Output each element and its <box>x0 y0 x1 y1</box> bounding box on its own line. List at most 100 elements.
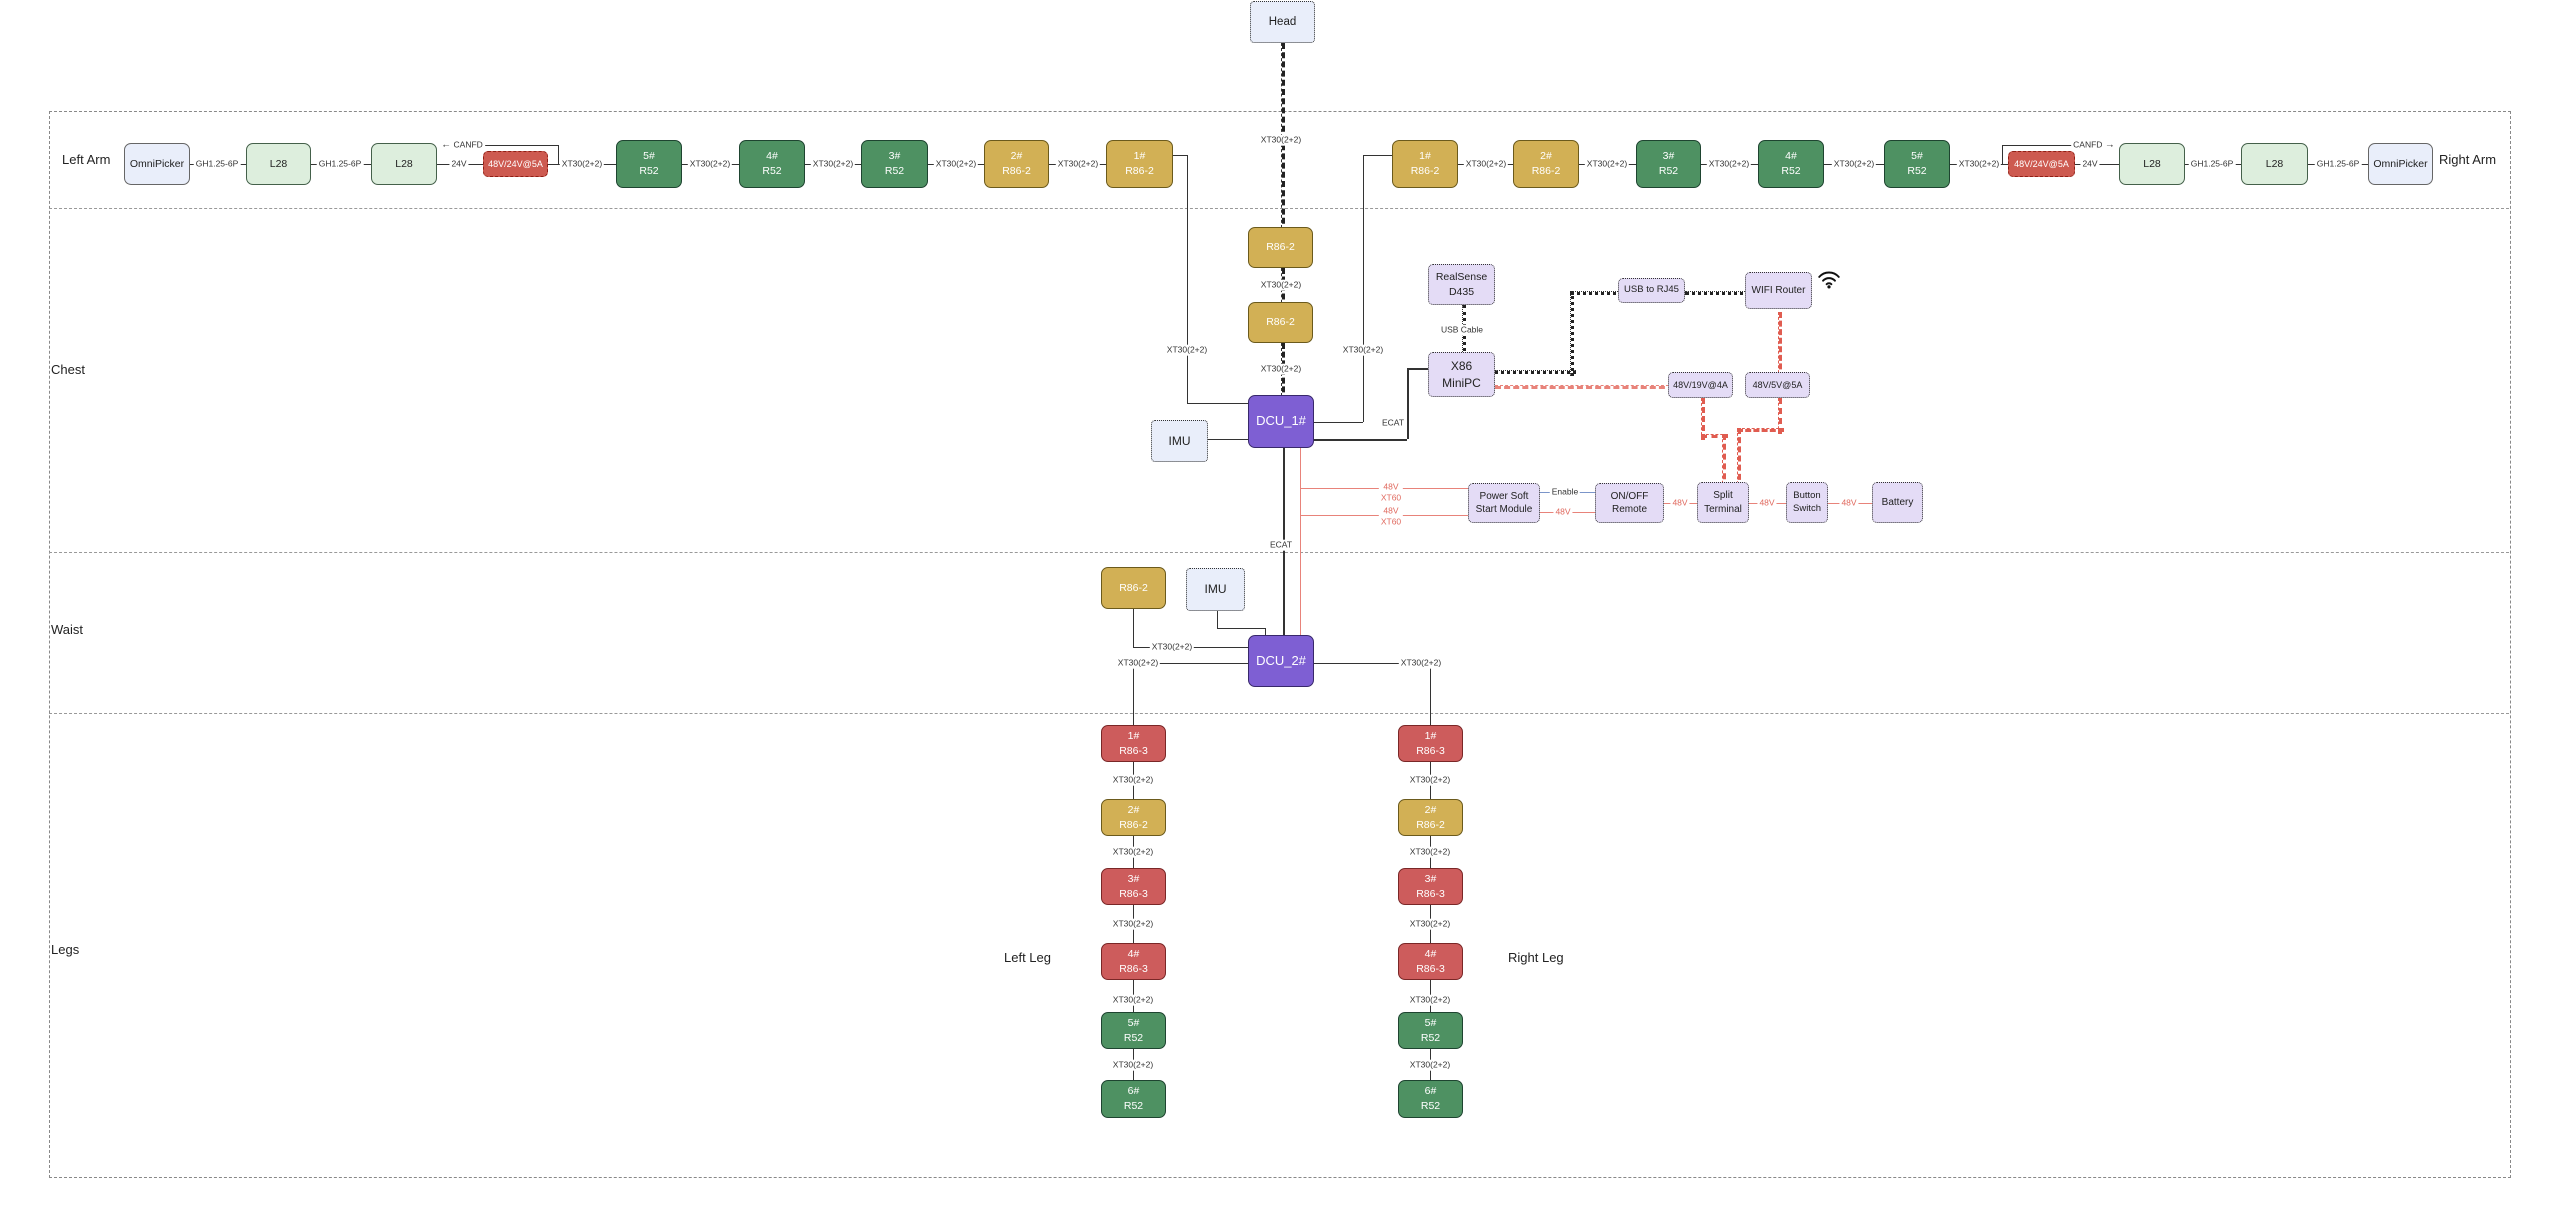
node-right-leg-motor-6: 6# R52 <box>1398 1080 1463 1118</box>
connector-label-xt30: XT30(2+2) <box>1258 363 1304 375</box>
edge-right-arm-to-dcu1 <box>1313 422 1363 423</box>
node-right-leg-motor-5: 5# R52 <box>1398 1012 1463 1049</box>
connector-label-48v-xt60: 48V XT60 <box>1378 505 1404 527</box>
connector-label-ecat: ECAT <box>1379 417 1407 429</box>
node-left-leg-motor-3: 3# R86-3 <box>1101 868 1166 905</box>
section-label-left-arm: Left Arm <box>62 152 111 167</box>
node-converter-right-arm: 48V/24V@5A <box>2008 151 2075 177</box>
node-split-terminal: Split Terminal <box>1697 482 1749 523</box>
node-right-leg-motor-1: 1# R86-3 <box>1398 725 1463 762</box>
node-right-arm-motor-2: 2# R86-2 <box>1513 140 1579 188</box>
connector-label-xt30: XT30(2+2) <box>1055 158 1101 170</box>
section-label-waist: Waist <box>51 622 84 637</box>
node-right-leg-motor-3: 3# R86-3 <box>1398 868 1463 905</box>
section-label-right-arm: Right Arm <box>2439 152 2497 167</box>
edge-x86-usbrj45 <box>1570 291 1574 376</box>
label-right-leg: Right Leg <box>1508 950 1564 965</box>
connector-label-xt30: XT30(2+2) <box>1407 774 1453 786</box>
node-left-leg-motor-2: 2# R86-2 <box>1101 799 1166 836</box>
node-chest-r86-1: R86-2 <box>1248 227 1313 268</box>
divider-waist-legs <box>49 713 2509 714</box>
node-left-arm-motor-5: 5# R52 <box>616 140 682 188</box>
node-left-arm-motor-1: 1# R86-2 <box>1106 140 1173 188</box>
node-converter-left-arm: 48V/24V@5A <box>483 151 548 177</box>
connector-label-xt30: XT30(2+2) <box>1407 918 1453 930</box>
divider-chest-waist <box>49 552 2509 553</box>
connector-label-xt30: XT30(2+2) <box>933 158 979 170</box>
connector-label-48v: 48V <box>1553 506 1573 518</box>
node-power-soft-start-module: Power Soft Start Module <box>1468 483 1540 523</box>
edge-usbrj45-wifi <box>1685 291 1751 295</box>
node-chest-r86-2: R86-2 <box>1248 302 1313 343</box>
node-l28-right-2: L28 <box>2241 143 2308 185</box>
node-right-leg-motor-2: 2# R86-2 <box>1398 799 1463 836</box>
diagram-outer-border <box>49 111 2511 1178</box>
connector-label-xt30: XT30(2+2) <box>1115 657 1161 669</box>
section-label-legs: Legs <box>51 942 80 957</box>
connector-label-xt30: XT30(2+2) <box>1110 774 1156 786</box>
section-label-chest: Chest <box>51 362 85 377</box>
edge-conv19-split <box>1722 434 1726 489</box>
connector-label-xt30: XT30(2+2) <box>1706 158 1752 170</box>
connector-label-xt30: XT30(2+2) <box>1340 344 1386 356</box>
connector-label-xt30: XT30(2+2) <box>1463 158 1509 170</box>
node-converter-48v-19v: 48V/19V@4A <box>1668 372 1733 398</box>
edge-dcu2-right-leg <box>1430 663 1431 725</box>
edge-ecat-dcu1-x86 <box>1407 368 1409 439</box>
connector-label-canfd: CANFD → <box>2071 139 2117 151</box>
canfd-arrow-right-icon: → <box>2104 139 2115 151</box>
connector-label-48v-xt60: 48V XT60 <box>1378 481 1404 503</box>
edge-conv5-split <box>1737 428 1784 432</box>
edge-conv5-split <box>1778 398 1782 434</box>
connector-label-ecat: ECAT <box>1267 539 1295 551</box>
edge-waist-imu-dcu2 <box>1265 628 1266 635</box>
connector-label-gh: GH1.25-6P <box>2314 158 2362 170</box>
node-left-arm-motor-2: 2# R86-2 <box>984 140 1049 188</box>
connector-label-usb-cable: USB Cable <box>1438 324 1486 336</box>
node-l28-right-1: L28 <box>2119 143 2185 185</box>
connector-label-xt30: XT30(2+2) <box>1110 846 1156 858</box>
edge-48v-dcu1-dcu2 <box>1300 448 1301 635</box>
edge-x86-usbrj45 <box>1495 370 1576 374</box>
connector-label-xt30: XT30(2+2) <box>810 158 856 170</box>
edge-left-arm-to-chest <box>1173 155 1187 156</box>
node-dcu-1: DCU_1# <box>1248 395 1314 448</box>
edge-waist-imu-dcu2 <box>1217 611 1218 628</box>
edge-conv5-split <box>1737 428 1741 489</box>
connector-label-enable: Enable <box>1549 486 1581 498</box>
node-right-arm-motor-4: 4# R52 <box>1758 140 1824 188</box>
node-right-leg-motor-4: 4# R86-3 <box>1398 943 1463 980</box>
node-right-arm-motor-1: 1# R86-2 <box>1392 140 1458 188</box>
connector-label-24v: 24V <box>449 158 469 170</box>
node-head: Head <box>1250 1 1315 43</box>
node-usb-to-rj45: USB to RJ45 <box>1618 278 1685 303</box>
node-imu-chest: IMU <box>1151 420 1208 462</box>
connector-label-xt30: XT30(2+2) <box>1831 158 1877 170</box>
node-l28-left-2: L28 <box>371 143 437 185</box>
edge-dcu2-left-leg <box>1133 663 1134 725</box>
connector-label-xt30: XT30(2+2) <box>1258 279 1304 291</box>
edge-right-arm-to-chest <box>1363 155 1364 422</box>
label-left-leg: Left Leg <box>1004 950 1051 965</box>
connector-label-xt30: XT30(2+2) <box>1407 1059 1453 1071</box>
node-x86-minipc: X86 MiniPC <box>1428 352 1495 397</box>
node-realsense-d435: RealSense D435 <box>1428 264 1495 305</box>
connector-label-gh: GH1.25-6P <box>193 158 241 170</box>
connector-label-xt30: XT30(2+2) <box>1110 918 1156 930</box>
edge-canfd-right <box>2002 145 2111 146</box>
connector-label-xt30: XT30(2+2) <box>1398 657 1444 669</box>
connector-label-xt30: XT30(2+2) <box>1956 158 2002 170</box>
node-left-leg-motor-5: 5# R52 <box>1101 1012 1166 1049</box>
connector-label-48v: 48V <box>1670 497 1690 509</box>
node-converter-48v-5v: 48V/5V@5A <box>1745 372 1810 398</box>
edge-waist-imu-dcu2 <box>1217 628 1265 629</box>
node-dcu-2: DCU_2# <box>1248 635 1314 687</box>
divider-arms-chest <box>49 208 2509 209</box>
node-imu-waist: IMU <box>1186 568 1245 611</box>
node-omnipicker-right: OmniPicker <box>2368 143 2433 185</box>
connector-label-48v: 48V <box>1757 497 1777 509</box>
node-left-leg-motor-1: 1# R86-3 <box>1101 725 1166 762</box>
connector-label-xt30: XT30(2+2) <box>1407 994 1453 1006</box>
canfd-arrow-left-icon: ← <box>441 139 452 151</box>
